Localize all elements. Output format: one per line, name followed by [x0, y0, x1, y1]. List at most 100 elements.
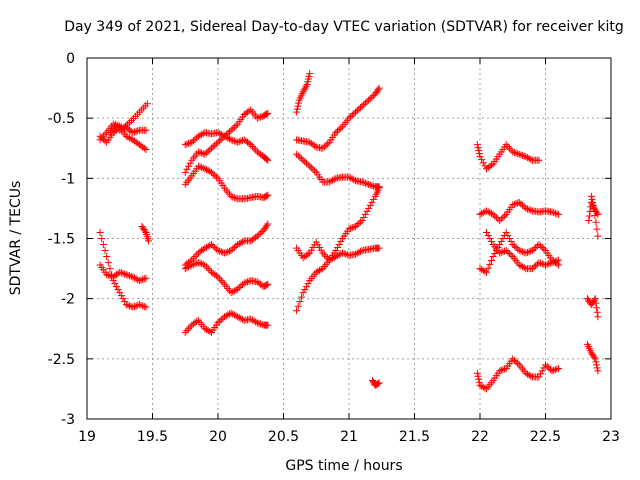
data-point [234, 138, 242, 146]
data-point [478, 382, 486, 390]
chart-title: Day 349 of 2021, Sidereal Day-to-day VTE… [64, 19, 624, 35]
data-point [185, 139, 193, 147]
data-point [237, 315, 245, 323]
data-point [263, 222, 271, 230]
data-point [551, 209, 559, 217]
series-b2 [181, 132, 272, 176]
data-point [135, 301, 143, 309]
data-point [317, 265, 325, 273]
data-point [193, 251, 201, 259]
data-point [126, 302, 134, 310]
data-point [366, 181, 374, 189]
data-point [535, 241, 543, 249]
data-point [230, 287, 238, 295]
data-point [257, 229, 265, 237]
data-point [507, 251, 515, 259]
data-point [295, 99, 303, 107]
data-point [370, 195, 378, 203]
data-point [253, 232, 261, 240]
data-point [586, 207, 594, 215]
data-point [186, 262, 194, 270]
data-point [593, 304, 601, 312]
data-point [186, 159, 194, 167]
data-point [124, 133, 132, 141]
data-point [553, 257, 561, 265]
data-point [542, 261, 549, 269]
data-point [537, 242, 545, 250]
grid [87, 58, 611, 419]
data-point [475, 150, 483, 158]
data-point [237, 282, 245, 290]
data-point [104, 259, 112, 267]
data-point [486, 260, 494, 268]
data-point [191, 135, 199, 143]
data-point [510, 148, 518, 156]
data-point [356, 104, 364, 112]
data-point [194, 162, 202, 170]
data-point [491, 212, 499, 220]
x-axis-title: GPS time / hours [285, 458, 402, 474]
data-point [106, 265, 114, 273]
data-point [189, 260, 197, 268]
data-point [124, 271, 132, 279]
data-point [101, 247, 109, 255]
data-point [306, 70, 314, 78]
data-point [229, 245, 237, 253]
data-point [224, 311, 232, 319]
data-point [129, 303, 137, 311]
data-point [229, 193, 237, 201]
data-point [126, 272, 134, 280]
data-point [137, 276, 145, 284]
data-point [322, 253, 330, 261]
data-point [232, 312, 240, 320]
data-point [121, 298, 129, 306]
data-point [514, 359, 522, 367]
data-point [484, 208, 492, 216]
data-point [252, 146, 260, 154]
data-point [253, 114, 261, 122]
series-a6 [138, 222, 153, 245]
data-point [201, 261, 209, 269]
data-point [525, 206, 533, 214]
data-point [525, 154, 533, 162]
data-point [185, 325, 193, 333]
data-point [514, 150, 522, 158]
data-point [194, 259, 202, 267]
data-point [530, 245, 538, 253]
data-point [181, 328, 189, 336]
y-tick-label: -3 [61, 412, 75, 428]
data-point [340, 250, 348, 258]
data-point [134, 127, 142, 135]
data-point [229, 125, 237, 133]
data-point [497, 238, 505, 246]
data-point [486, 209, 494, 217]
data-point [234, 241, 242, 249]
data-point [335, 126, 343, 134]
data-point [499, 366, 507, 374]
series-a4 [96, 261, 150, 285]
data-point [594, 232, 602, 240]
series-b4 [181, 220, 272, 269]
data-point [121, 270, 129, 278]
data-point [532, 262, 540, 270]
data-point [225, 128, 233, 136]
y-tick-label: -2 [61, 292, 75, 308]
data-point [204, 265, 212, 273]
data-point [248, 316, 256, 324]
data-point [499, 213, 507, 221]
data-point [127, 272, 135, 280]
data-point [243, 278, 251, 286]
data-point [214, 129, 222, 137]
data-point [588, 195, 596, 203]
data-point [222, 248, 230, 256]
series-c2 [293, 84, 383, 152]
data-point [314, 267, 322, 275]
x-tick-label: 20 [209, 429, 227, 445]
series-b1 [181, 106, 272, 149]
data-point [515, 247, 523, 255]
data-point [301, 286, 309, 294]
data-point [240, 279, 248, 287]
data-point [124, 301, 132, 309]
data-point [527, 155, 535, 163]
